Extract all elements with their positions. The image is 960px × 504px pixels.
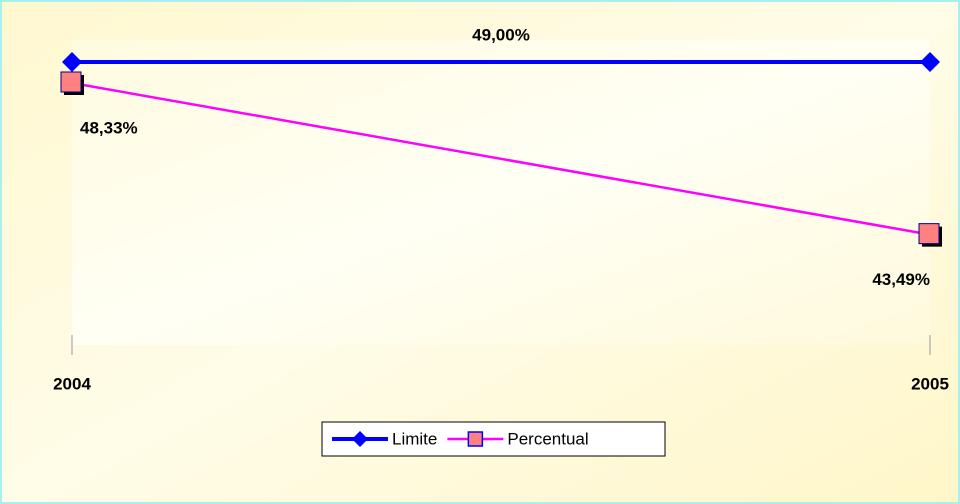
x-tick-label: 2004	[53, 374, 91, 393]
data-label: 48,33%	[80, 118, 138, 137]
legend-label: Percentual	[507, 429, 588, 448]
point	[60, 71, 82, 93]
legend-marker	[467, 431, 484, 447]
plot-area	[72, 40, 930, 345]
data-label: 49,00%	[472, 25, 530, 44]
legend-label: Limite	[392, 429, 437, 448]
series-line	[71, 81, 931, 236]
legend-marker	[352, 431, 368, 447]
data-label: 43,49%	[872, 270, 930, 289]
x-tick-label: 2005	[911, 374, 949, 393]
point	[920, 52, 940, 72]
point	[918, 223, 940, 245]
point	[62, 52, 82, 72]
